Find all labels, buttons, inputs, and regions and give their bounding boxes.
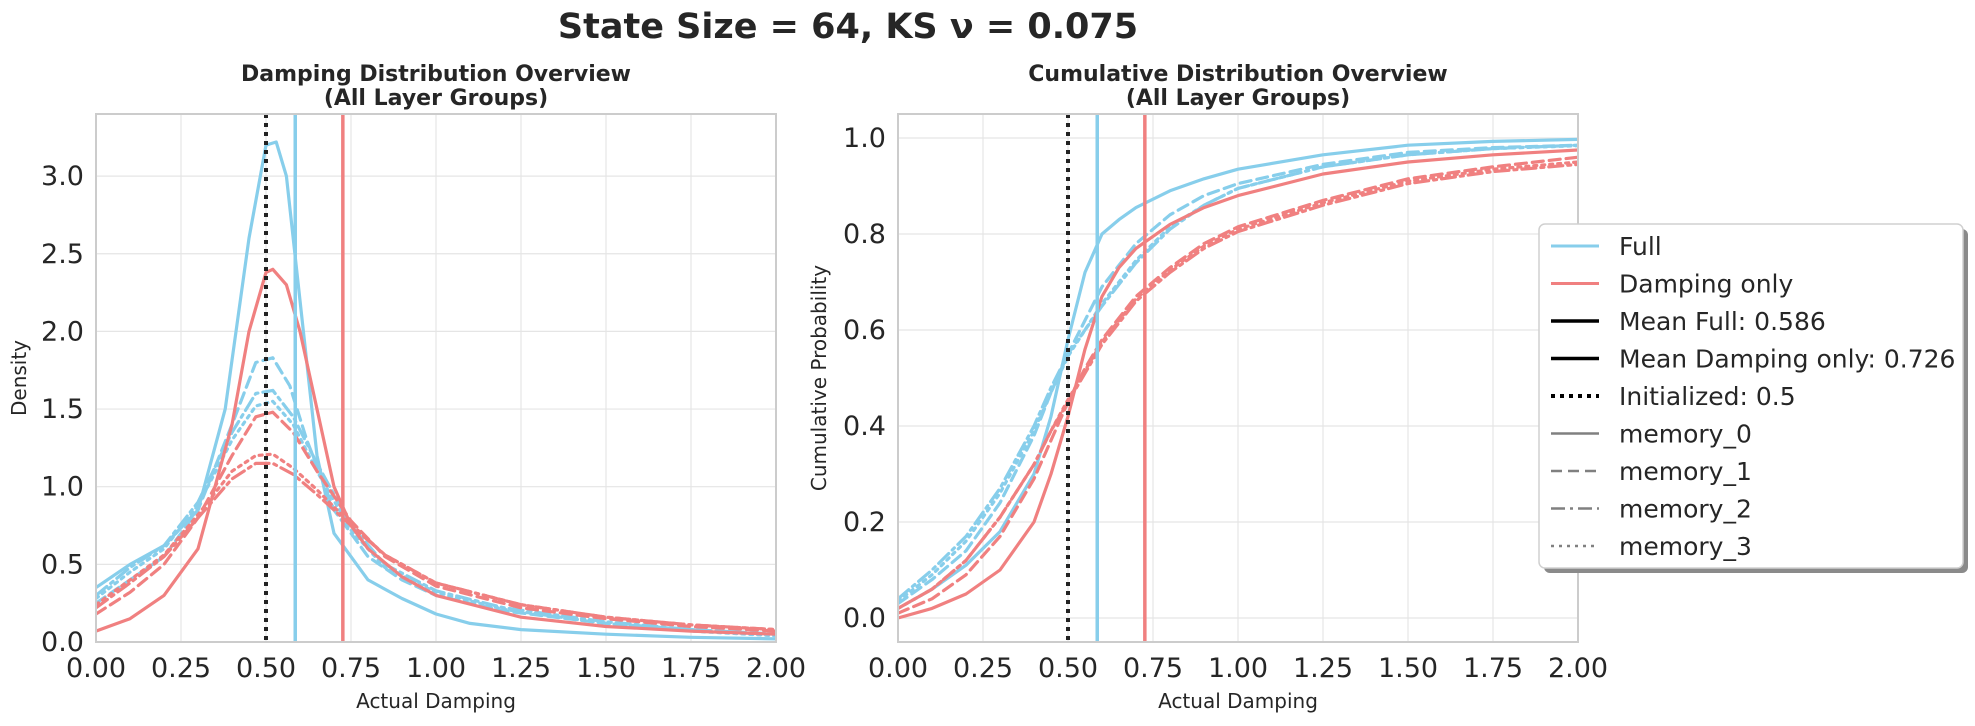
x-tick-label: 0.25 bbox=[953, 653, 1013, 684]
x-tick-label: 2.00 bbox=[1548, 653, 1608, 684]
series-line-damping-only-memory_0 bbox=[898, 148, 1578, 620]
x-tick-label: 1.25 bbox=[1293, 653, 1353, 684]
y-tick-label: 0.2 bbox=[843, 507, 886, 538]
x-tick-label: 1.50 bbox=[576, 653, 636, 684]
x-tick-label: 1.25 bbox=[491, 653, 551, 684]
legend-label: Initialized: 0.5 bbox=[1619, 382, 1796, 411]
x-axis-label: Actual Damping bbox=[356, 689, 516, 713]
legend-label: Damping only bbox=[1619, 270, 1793, 299]
legend-label: memory_1 bbox=[1619, 457, 1752, 486]
x-tick-label: 2.00 bbox=[746, 653, 806, 684]
legend-label: Mean Damping only: 0.726 bbox=[1619, 345, 1955, 374]
series-line-damping-only-memory_0 bbox=[96, 267, 776, 636]
x-tick-label: 1.50 bbox=[1378, 653, 1438, 684]
y-tick-label: 1.0 bbox=[843, 123, 886, 154]
y-tick-label: 0.4 bbox=[843, 411, 886, 442]
figure-suptitle: State Size = 64, KS ν = 0.075 bbox=[558, 7, 1138, 47]
x-tick-label: 0.25 bbox=[151, 653, 211, 684]
series-line-full-memory_2 bbox=[96, 388, 776, 636]
legend: Full Damping only Mean Full: 0.586 Mean Dam… bbox=[1538, 223, 1968, 573]
y-tick-label: 0.6 bbox=[843, 315, 886, 346]
series-line-full-memory_0 bbox=[898, 137, 1578, 610]
x-tick-label: 0.50 bbox=[1038, 653, 1098, 684]
plot-panel-1: 0.00 0.25 0.50 0.75 1.00 1.25 1.50 1.75 2.00 0.0 0… bbox=[807, 62, 1608, 713]
y-tick-label: 0.0 bbox=[843, 603, 886, 634]
plot-title-line: (All Layer Groups) bbox=[1126, 86, 1350, 111]
y-axis-label: Density bbox=[7, 340, 31, 416]
legend-label: memory_3 bbox=[1619, 532, 1752, 561]
plot-title-line: Damping Distribution Overview bbox=[241, 62, 631, 87]
series-line-full-memory_3 bbox=[898, 144, 1578, 603]
x-axis-label: Actual Damping bbox=[1158, 689, 1318, 713]
x-tick-label: 1.75 bbox=[1463, 653, 1523, 684]
x-tick-label: 1.00 bbox=[406, 653, 466, 684]
series-line-damping-only-memory_3 bbox=[96, 452, 776, 632]
x-tick-label: 1.75 bbox=[661, 653, 721, 684]
series-line-full-memory_3 bbox=[96, 399, 776, 638]
plot-title-line: (All Layer Groups) bbox=[324, 86, 548, 111]
y-tick-label: 1.5 bbox=[41, 394, 84, 425]
legend-label: Full bbox=[1619, 232, 1662, 261]
series-line-full-memory_1 bbox=[898, 143, 1578, 606]
y-tick-label: 0.0 bbox=[41, 627, 84, 658]
plot-frame bbox=[95, 113, 777, 643]
legend-label: memory_2 bbox=[1619, 495, 1752, 524]
x-tick-label: 0.75 bbox=[321, 653, 381, 684]
legend-box bbox=[1538, 223, 1964, 569]
x-tick-label: 0.00 bbox=[868, 653, 928, 684]
y-tick-label: 3.0 bbox=[41, 161, 84, 192]
legend-label: memory_0 bbox=[1619, 420, 1752, 449]
x-tick-label: 0.75 bbox=[1123, 653, 1183, 684]
plot-panel-0: 0.00 0.25 0.50 0.75 1.00 1.25 1.50 1.75 2.00 0.0 0… bbox=[7, 62, 806, 713]
plot-title-line: Cumulative Distribution Overview bbox=[1028, 62, 1447, 87]
y-tick-label: 2.0 bbox=[41, 316, 84, 347]
series-line-damping-only-memory_3 bbox=[898, 160, 1578, 610]
y-tick-label: 1.0 bbox=[41, 472, 84, 503]
y-tick-label: 0.5 bbox=[41, 549, 84, 580]
series-line-damping-only-memory_1 bbox=[96, 410, 776, 633]
y-axis-label: Cumulative Probability bbox=[807, 265, 831, 491]
series-line-damping-only-memory_1 bbox=[898, 155, 1578, 615]
x-tick-label: 0.50 bbox=[236, 653, 296, 684]
legend-label: Mean Full: 0.586 bbox=[1619, 307, 1826, 336]
y-tick-label: 0.8 bbox=[843, 219, 886, 250]
y-tick-label: 2.5 bbox=[41, 239, 84, 270]
x-tick-label: 1.00 bbox=[1208, 653, 1268, 684]
x-tick-label: 0.00 bbox=[66, 653, 126, 684]
